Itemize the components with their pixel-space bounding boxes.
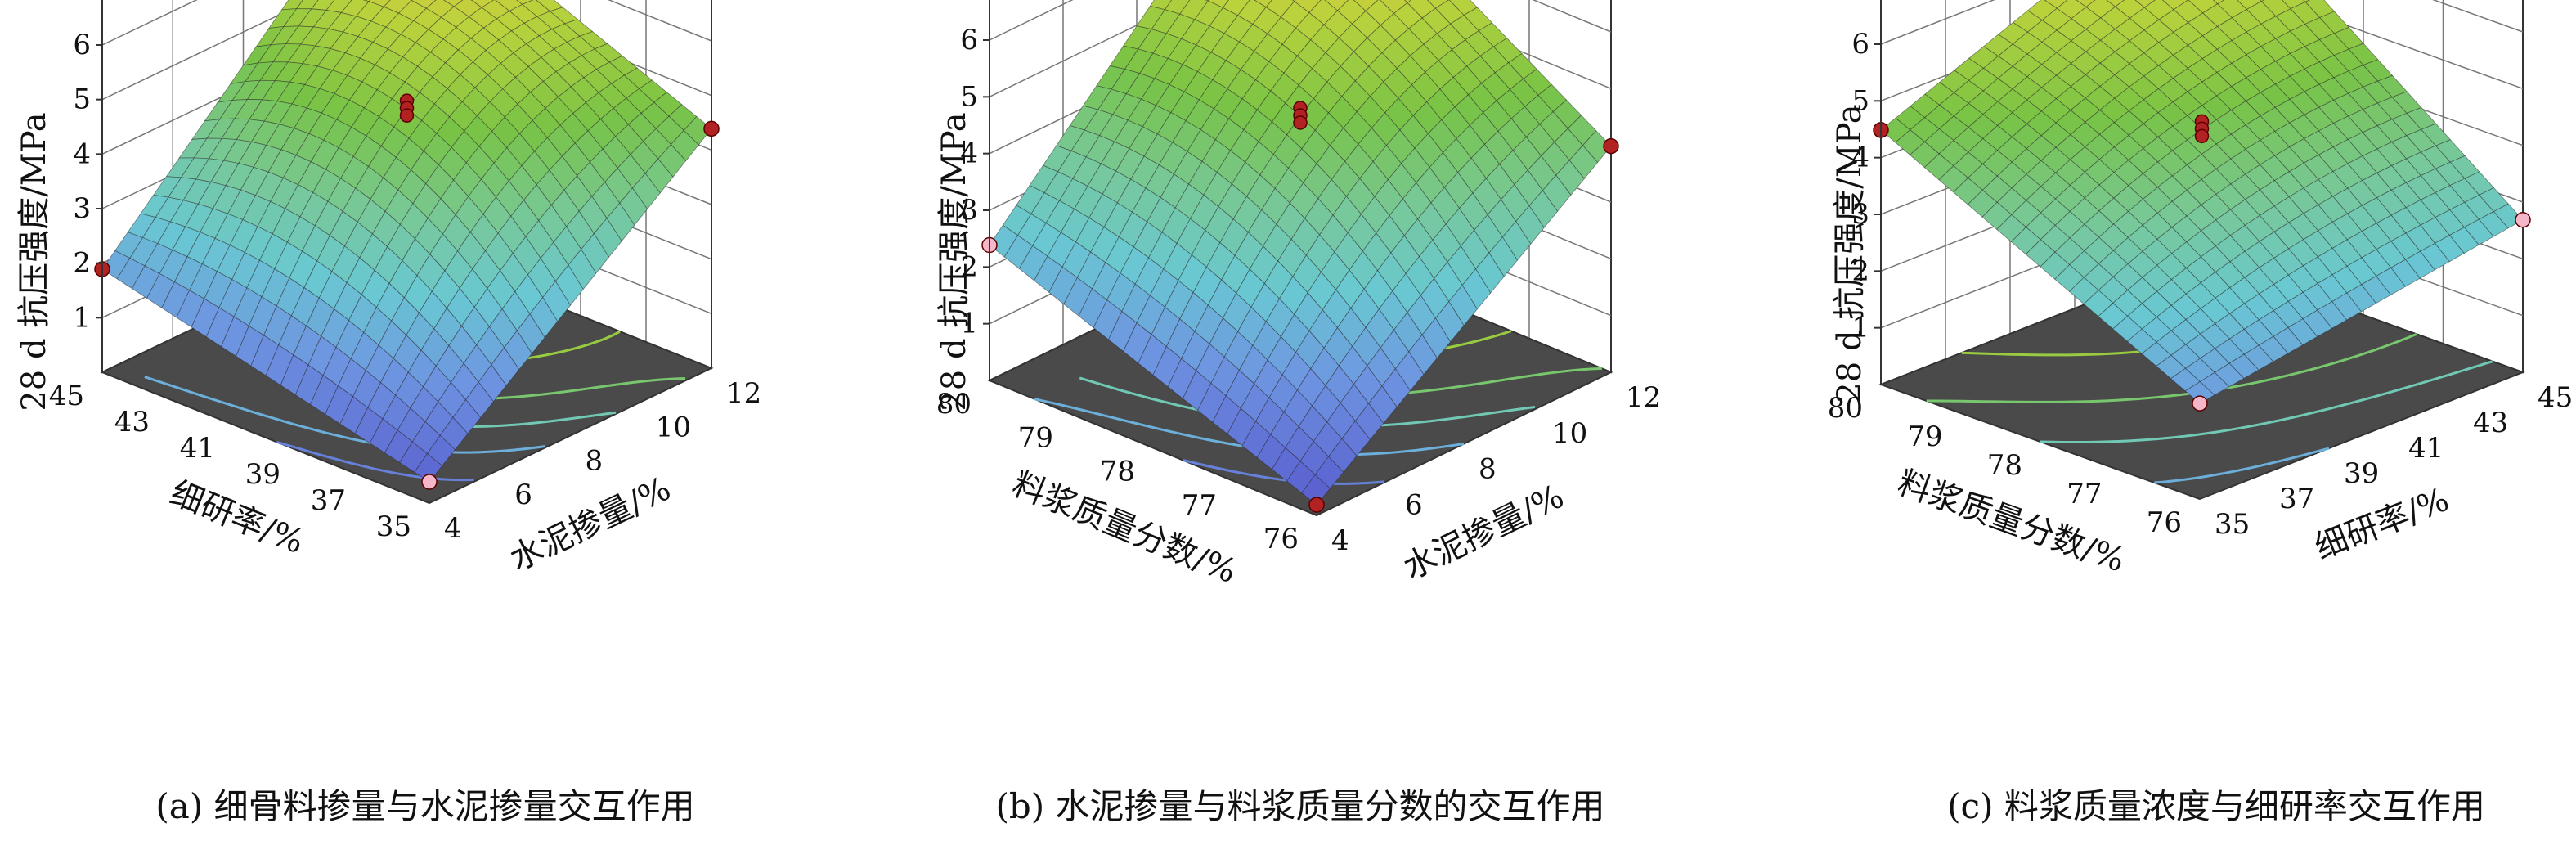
- response-surface-3: [1880, 0, 2524, 404]
- design-point: [1603, 137, 1619, 155]
- z-axis-label-1: 28 d 抗压强度/MPa: [16, 112, 53, 411]
- caption-3: (c) 料浆质量浓度与细研率交互作用: [1947, 786, 2485, 826]
- surface-cell: [2184, 381, 2215, 404]
- right-axis-tick-4: 4: [1331, 524, 1349, 557]
- left-axis-tick-43: 43: [114, 406, 150, 438]
- right-axis-tick-37: 37: [2279, 483, 2314, 515]
- z-tick-label-6: 6: [960, 24, 978, 56]
- left-axis-tick-37: 37: [311, 484, 346, 517]
- right-axis-tick-35: 35: [2215, 508, 2250, 541]
- right-axis-tick-8: 8: [586, 445, 604, 478]
- floor-contour-2: [2154, 447, 2330, 484]
- design-point: [1293, 115, 1308, 130]
- z-tick-label-4: 4: [960, 137, 978, 170]
- left-axis-label-1: 细研率/%: [165, 474, 309, 561]
- z-tick-label-3: 3: [1851, 198, 1869, 231]
- z-tick-label-4: 4: [73, 137, 91, 170]
- left-axis-tick-80: 80: [936, 388, 972, 420]
- caption-2: (b) 水泥掺量与料浆质量分数的交互作用: [995, 786, 1604, 826]
- z-tick-label-7: 7: [73, 0, 91, 7]
- wall-gridline-z6: [1880, 0, 2524, 45]
- design-point: [421, 474, 438, 490]
- right-axis-tick-41: 41: [2408, 432, 2444, 465]
- response-surface-1: [101, 0, 712, 483]
- right-axis-tick-12: 12: [726, 377, 761, 410]
- z-tick-label-4: 4: [1851, 142, 1869, 174]
- z-tick-label-2: 2: [960, 250, 978, 283]
- z-tick-label-5: 5: [1851, 84, 1869, 117]
- right-axis-tick-39: 39: [2344, 457, 2379, 490]
- right-axis-tick-4: 4: [444, 512, 462, 545]
- left-axis-tick-78: 78: [1987, 449, 2022, 482]
- chart-panel-1: 12345673537394143454681012细研率/%水泥掺量/%28 …: [16, 0, 761, 826]
- design-point: [2515, 211, 2531, 228]
- surface-cell: [2212, 0, 2225, 5]
- chart-panel-2: 123456776777879804681012料浆质量分数/%水泥掺量/%28…: [936, 0, 1661, 826]
- left-axis-tick-78: 78: [1100, 456, 1135, 488]
- z-tick-label-6: 6: [1851, 28, 1869, 61]
- z-tick-label-3: 3: [73, 192, 91, 225]
- right-axis-tick-6: 6: [1405, 488, 1423, 521]
- design-point: [2194, 128, 2210, 144]
- right-axis-label-2: 水泥掺量/%: [1398, 478, 1569, 587]
- right-axis-tick-12: 12: [1626, 381, 1661, 414]
- left-axis-tick-77: 77: [2067, 478, 2102, 510]
- chart-panel-3: 12345677677787980353739414345料浆质量分数/%细研率…: [1828, 0, 2573, 826]
- z-axis-label-3: 28 d 抗压强度/MPa: [1831, 104, 1869, 403]
- z-tick-label-1: 1: [960, 308, 978, 340]
- design-point: [2192, 395, 2208, 412]
- left-axis-tick-39: 39: [245, 458, 280, 491]
- design-point: [703, 120, 720, 137]
- z-tick-label-2: 2: [73, 247, 91, 280]
- design-point: [1308, 497, 1325, 513]
- left-axis-tick-79: 79: [1018, 421, 1053, 454]
- left-axis-tick-35: 35: [376, 510, 411, 543]
- right-axis-tick-45: 45: [2538, 381, 2573, 414]
- z-tick-label-3: 3: [960, 194, 978, 227]
- left-axis-tick-76: 76: [1263, 523, 1299, 555]
- left-axis-tick-77: 77: [1182, 489, 1217, 522]
- left-axis-tick-76: 76: [2147, 506, 2182, 539]
- left-axis-tick-41: 41: [180, 432, 215, 465]
- design-point: [399, 108, 415, 123]
- z-tick-label-1: 1: [73, 301, 91, 334]
- z-tick-label-5: 5: [73, 83, 91, 116]
- surface-cell: [1403, 0, 1412, 3]
- z-tick-label-5: 5: [960, 80, 978, 113]
- z-axis-label-2: 28 d 抗压强度/MPa: [936, 112, 973, 411]
- right-axis-tick-6: 6: [514, 479, 532, 511]
- z-tick-label-7: 7: [1851, 0, 1869, 4]
- right-axis-label-3: 细研率/%: [2310, 481, 2454, 567]
- z-tick-label-6: 6: [73, 29, 91, 61]
- z-tick-label-2: 2: [1851, 254, 1869, 287]
- right-axis-tick-43: 43: [2473, 407, 2508, 439]
- floor-contour-1: [276, 440, 474, 482]
- left-axis-tick-80: 80: [1828, 392, 1863, 425]
- surface-cell: [1301, 474, 1331, 506]
- left-axis-tick-79: 79: [1907, 420, 1942, 453]
- right-axis-tick-8: 8: [1479, 453, 1497, 486]
- surface-cell: [2106, 0, 2125, 7]
- right-axis-tick-10: 10: [1552, 417, 1587, 450]
- floor-contour-4: [1926, 332, 2417, 403]
- caption-1: (a) 细骨料掺量与水泥掺量交互作用: [155, 786, 694, 826]
- surface-cell: [414, 453, 443, 483]
- z-tick-label-1: 1: [1851, 312, 1869, 344]
- right-axis-tick-10: 10: [656, 411, 691, 443]
- response-surface-2: [989, 0, 1612, 506]
- floor-contour-3: [2040, 360, 2493, 444]
- left-axis-tick-45: 45: [49, 380, 84, 412]
